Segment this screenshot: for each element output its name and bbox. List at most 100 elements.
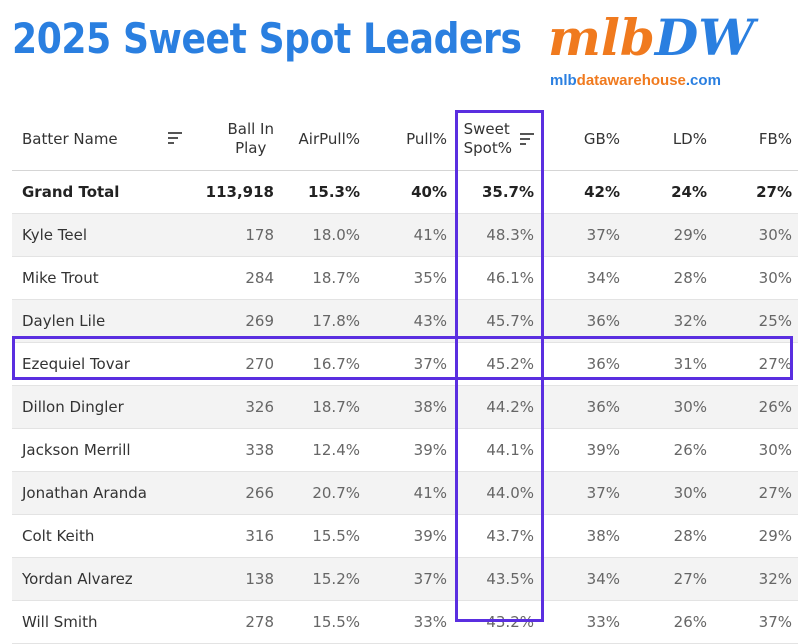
cell-name: Colt Keith — [22, 527, 95, 545]
table-row[interactable]: Jonathan Aranda 266 20.7% 41% 44.0% 37% 30% 27% — [12, 472, 798, 515]
cell-bip: 338 — [245, 441, 274, 459]
table-row[interactable]: Colt Keith 316 15.5% 39% 43.7% 38% 28% 29% — [12, 515, 798, 558]
cell-gb: 34% — [586, 570, 620, 588]
cell-pull: 35% — [413, 269, 447, 287]
cell-gb: 33% — [586, 613, 620, 631]
leaders-table: Batter Name Ball In Play AirPull% Pull% S… — [12, 108, 798, 644]
table-row[interactable]: Yordan Alvarez 138 15.2% 37% 43.5% 34% 27% 32% — [12, 558, 798, 601]
cell-fb: 27% — [758, 355, 792, 373]
header-gb-label: GB% — [583, 129, 620, 148]
cell-ld: 24% — [671, 183, 707, 201]
cell-bip: 138 — [245, 570, 274, 588]
logo-url-part-3: .com — [685, 72, 721, 89]
logo-url-part-2: datawarehouse — [576, 72, 686, 89]
grand-total-row[interactable]: Grand Total 113,918 15.3% 40% 35.7% 42% 24% 27% — [12, 171, 798, 214]
cell-name: Daylen Lile — [22, 312, 106, 330]
cell-pull: 39% — [413, 527, 447, 545]
header-airpull-label: AirPull% — [298, 129, 360, 148]
cell-airpull: 16.7% — [312, 355, 360, 373]
cell-ld: 30% — [673, 398, 707, 416]
header-ld-label: LD% — [672, 129, 707, 148]
table-row[interactable]: Dillon Dingler 326 18.7% 38% 44.2% 36% 30% 26% — [12, 386, 798, 429]
cell-fb: 37% — [758, 613, 792, 631]
cell-bip: 284 — [245, 269, 274, 287]
cell-fb: 27% — [756, 183, 792, 201]
cell-bip: 278 — [245, 613, 274, 631]
mlbdw-logo[interactable]: mlbDW mlbdatawarehouse.com — [548, 8, 778, 93]
table-row[interactable]: Will Smith 278 15.5% 33% 43.2% 33% 26% 37% — [12, 601, 798, 644]
cell-ld: 29% — [673, 226, 707, 244]
header-bip-line2: Play — [235, 139, 267, 157]
cell-airpull: 18.0% — [312, 226, 360, 244]
sort-icon[interactable] — [520, 133, 534, 145]
header-pull-label: Pull% — [406, 129, 447, 148]
header-ball-in-play[interactable]: Ball In Play — [192, 108, 274, 170]
cell-name: Ezequiel Tovar — [22, 355, 130, 373]
table-body: Grand Total 113,918 15.3% 40% 35.7% 42% 24% 27%… — [12, 171, 798, 644]
header-ss-line1: Sweet — [463, 120, 510, 138]
cell-airpull: 15.3% — [307, 183, 360, 201]
sort-icon[interactable] — [168, 132, 182, 144]
cell-name: Jonathan Aranda — [22, 484, 147, 502]
table-row[interactable]: Daylen Lile 269 17.8% 43% 45.7% 36% 32% 25% — [12, 300, 798, 343]
cell-ss: 35.7% — [481, 183, 534, 201]
cell-ld: 28% — [673, 269, 707, 287]
header-fb[interactable]: FB% — [722, 108, 792, 170]
cell-ld: 31% — [673, 355, 707, 373]
cell-ss: 43.5% — [486, 570, 534, 588]
header-gb[interactable]: GB% — [552, 108, 620, 170]
header-pull[interactable]: Pull% — [367, 108, 447, 170]
cell-pull: 39% — [413, 441, 447, 459]
header-fb-label: FB% — [758, 129, 792, 148]
cell-name: Yordan Alvarez — [22, 570, 133, 588]
cell-name: Kyle Teel — [22, 226, 88, 244]
logo-url: mlbdatawarehouse.com — [550, 72, 721, 89]
table-row[interactable]: Kyle Teel 178 18.0% 41% 48.3% 37% 29% 30% — [12, 214, 798, 257]
cell-pull: 41% — [413, 484, 447, 502]
cell-fb: 30% — [758, 226, 792, 244]
cell-ld: 28% — [673, 527, 707, 545]
cell-airpull: 15.5% — [312, 527, 360, 545]
header-batter-name[interactable]: Batter Name — [22, 108, 118, 170]
table-row[interactable]: Ezequiel Tovar 270 16.7% 37% 45.2% 36% 31% 27% — [12, 343, 798, 386]
cell-ss: 45.2% — [486, 355, 534, 373]
cell-pull: 37% — [413, 570, 447, 588]
cell-bip: 113,918 — [205, 183, 274, 201]
cell-bip: 326 — [245, 398, 274, 416]
cell-airpull: 18.7% — [312, 269, 360, 287]
header-sweet-spot[interactable]: Sweet Spot% — [460, 108, 534, 170]
header-ld[interactable]: LD% — [637, 108, 707, 170]
cell-bip: 270 — [245, 355, 274, 373]
cell-fb: 30% — [758, 441, 792, 459]
cell-airpull: 18.7% — [312, 398, 360, 416]
cell-ld: 27% — [673, 570, 707, 588]
header-airpull[interactable]: AirPull% — [282, 108, 360, 170]
cell-bip: 316 — [245, 527, 274, 545]
cell-fb: 26% — [758, 398, 792, 416]
cell-fb: 27% — [758, 484, 792, 502]
cell-ss: 43.7% — [486, 527, 534, 545]
cell-gb: 39% — [586, 441, 620, 459]
table-row[interactable]: Jackson Merrill 338 12.4% 39% 44.1% 39% 26% 30% — [12, 429, 798, 472]
logo-url-part-1: mlb — [550, 72, 577, 89]
logo-mlb: mlb — [548, 8, 655, 67]
cell-gb: 37% — [586, 484, 620, 502]
cell-fb: 30% — [758, 269, 792, 287]
cell-gb: 36% — [586, 355, 620, 373]
cell-gb: 36% — [586, 312, 620, 330]
table-header: Batter Name Ball In Play AirPull% Pull% S… — [12, 108, 798, 171]
cell-airpull: 20.7% — [312, 484, 360, 502]
cell-name: Dillon Dingler — [22, 398, 124, 416]
cell-fb: 25% — [758, 312, 792, 330]
cell-ss: 44.1% — [486, 441, 534, 459]
cell-ss: 48.3% — [486, 226, 534, 244]
cell-airpull: 17.8% — [312, 312, 360, 330]
header-bip-line1: Ball In — [227, 120, 274, 138]
cell-gb: 42% — [584, 183, 620, 201]
logo-dw: DW — [654, 8, 755, 67]
table-row[interactable]: Mike Trout 284 18.7% 35% 46.1% 34% 28% 30% — [12, 257, 798, 300]
cell-airpull: 15.5% — [312, 613, 360, 631]
cell-name: Will Smith — [22, 613, 98, 631]
cell-ld: 26% — [673, 613, 707, 631]
cell-ld: 30% — [673, 484, 707, 502]
